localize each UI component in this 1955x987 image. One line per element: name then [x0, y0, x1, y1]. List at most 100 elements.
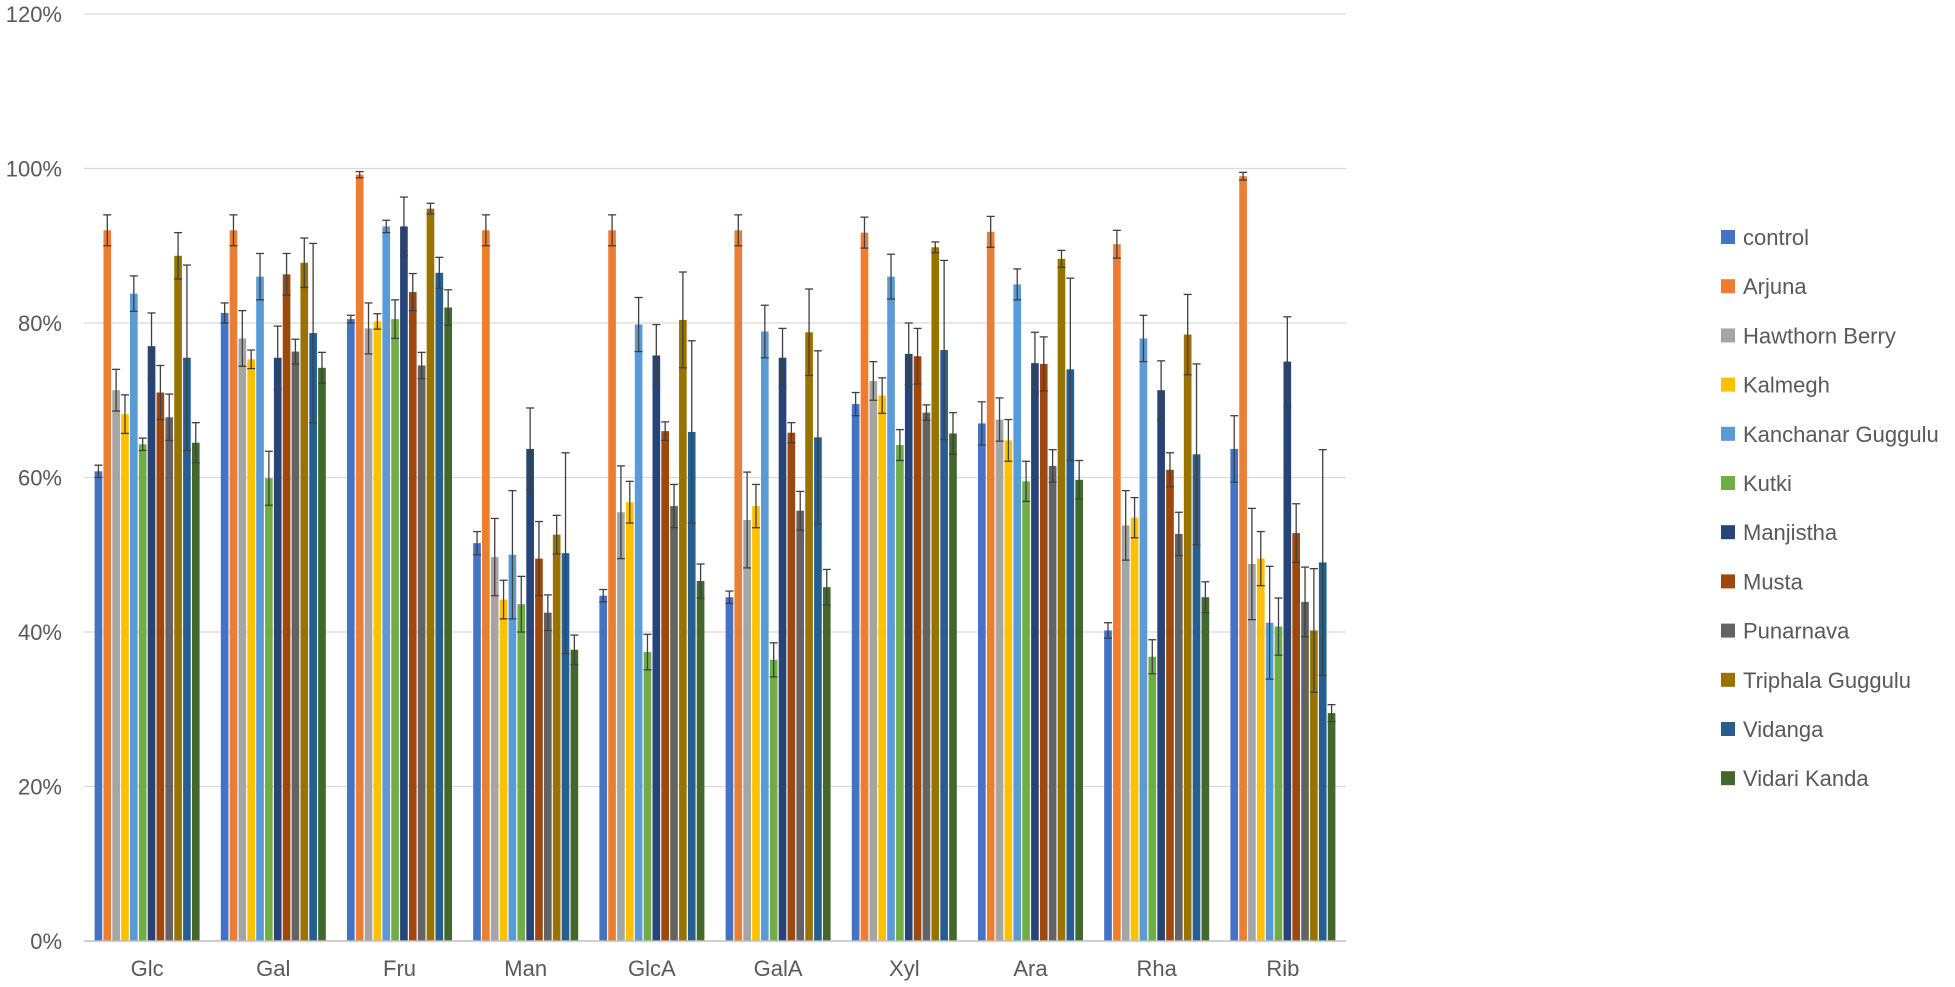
- error-bar: [473, 530, 482, 556]
- bar: [373, 321, 382, 942]
- bar: [552, 534, 561, 941]
- error-bar: [182, 264, 191, 452]
- bar: [191, 442, 200, 941]
- error-bar: [822, 568, 831, 606]
- legend-swatch: [1721, 771, 1735, 786]
- error-bar: [940, 259, 949, 441]
- bar: [408, 292, 417, 942]
- legend-swatch: [1721, 722, 1735, 736]
- legend-item: Hawthorn Berry: [1721, 323, 1896, 348]
- bar: [995, 419, 1004, 941]
- x-tick-label: Glc: [131, 956, 164, 981]
- bar: [482, 230, 490, 942]
- bar: [1022, 481, 1030, 941]
- bar: [426, 208, 435, 942]
- bar: [112, 390, 120, 941]
- error-bar: [391, 299, 400, 340]
- legend-item: Kutki: [1721, 471, 1792, 496]
- error-bar: [499, 579, 508, 620]
- bar: [851, 404, 860, 941]
- y-tick-label: 60%: [18, 466, 62, 491]
- bar: [1048, 465, 1057, 941]
- error-bar: [508, 489, 517, 620]
- bar: [1318, 562, 1327, 941]
- bar: [417, 365, 426, 941]
- x-tick-label: Rib: [1266, 956, 1299, 981]
- legend-item: Musta: [1721, 569, 1804, 594]
- error-bar: [1057, 249, 1066, 269]
- legend-item: Vidari Kanda: [1721, 766, 1869, 791]
- y-tick-label: 100%: [6, 157, 62, 182]
- x-tick-label: Man: [504, 956, 547, 981]
- error-bar: [769, 642, 778, 678]
- x-tick-label: Rha: [1137, 956, 1178, 981]
- error-bar: [1139, 314, 1148, 363]
- error-bar: [608, 214, 617, 247]
- error-bar: [247, 349, 256, 370]
- bar: [1075, 479, 1083, 941]
- error-bar: [1283, 316, 1292, 408]
- bar: [508, 554, 517, 941]
- bar: [382, 226, 391, 941]
- bar: [1327, 713, 1336, 941]
- error-bar: [887, 253, 896, 300]
- bar: [743, 519, 751, 941]
- bar: [156, 392, 165, 941]
- error-bar: [147, 312, 156, 381]
- error-bar: [570, 634, 579, 666]
- legend: control Arjuna Hawthorn Berry Kalmegh Kancha…: [1721, 225, 1939, 791]
- bar: [544, 612, 552, 941]
- error-bar: [977, 401, 986, 446]
- error-bar: [913, 327, 922, 385]
- legend-swatch: [1721, 623, 1735, 638]
- bar: [1031, 363, 1039, 941]
- x-tick-label: GlcA: [628, 956, 676, 981]
- legend-swatch: [1721, 426, 1735, 441]
- error-bar: [1104, 622, 1113, 639]
- bar: [138, 444, 147, 941]
- error-bar: [813, 350, 822, 525]
- bar: [499, 599, 508, 941]
- bar: [1139, 338, 1148, 941]
- error-bar: [687, 340, 696, 524]
- bar: [860, 232, 869, 941]
- x-tick-label: Gal: [256, 956, 290, 981]
- error-bar: [94, 464, 103, 479]
- legend-item: Kanchanar Guggulu: [1721, 422, 1939, 447]
- bar: [652, 355, 661, 941]
- bar: [130, 293, 138, 941]
- bar: [787, 432, 796, 941]
- bar: [796, 510, 805, 941]
- bar: [229, 230, 238, 942]
- y-tick-label: 120%: [6, 2, 62, 27]
- error-bar: [229, 214, 238, 247]
- error-bar: [625, 480, 634, 524]
- bar: [1265, 622, 1274, 941]
- bar: [247, 359, 255, 941]
- bar: [183, 357, 191, 941]
- bar: [265, 478, 273, 941]
- error-bar: [264, 450, 273, 506]
- error-bar: [138, 437, 147, 452]
- bar: [696, 581, 705, 941]
- error-bar: [751, 483, 760, 529]
- bar: [608, 230, 616, 942]
- bar: [643, 652, 652, 941]
- gridlines: [84, 13, 1346, 788]
- bar: [1057, 258, 1066, 941]
- legend-swatch: [1721, 525, 1735, 540]
- error-bar: [734, 214, 743, 247]
- error-bar: [1230, 415, 1239, 483]
- bar: [1113, 244, 1121, 941]
- error-bar: [1130, 496, 1139, 539]
- error-bar: [309, 242, 318, 424]
- bar: [725, 597, 734, 941]
- error-bar: [534, 520, 543, 597]
- bar: [121, 414, 129, 941]
- bar: [986, 231, 995, 942]
- bar: [535, 558, 543, 941]
- legend-label: Punarnava: [1743, 619, 1850, 644]
- bar: [940, 350, 948, 942]
- error-bar: [1039, 336, 1048, 392]
- error-bar: [787, 422, 796, 444]
